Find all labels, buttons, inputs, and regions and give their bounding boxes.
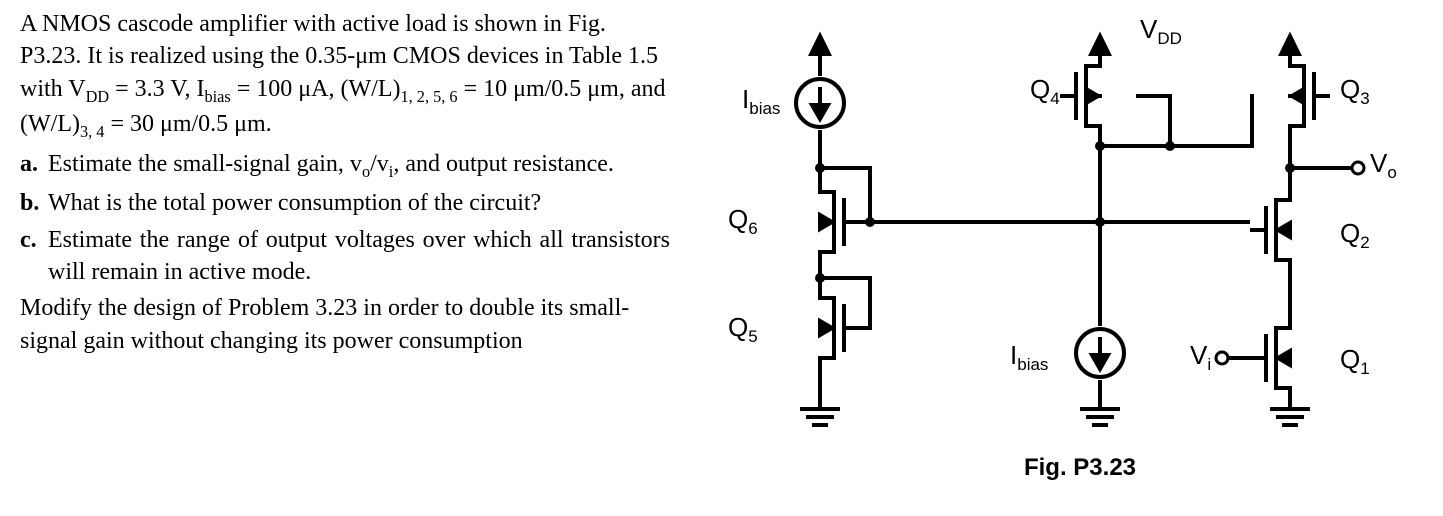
transistor-Q2 — [1252, 200, 1290, 260]
label: Q2 — [1340, 218, 1370, 252]
label: Q6 — [728, 204, 758, 238]
page-root: A NMOS cascode amplifier with active loa… — [0, 0, 1443, 490]
label: Q1 — [1340, 344, 1370, 378]
question-list: a.Estimate the small-signal gain, vo/vi,… — [20, 148, 670, 288]
label: Q4 — [1030, 74, 1060, 108]
question-item: a.Estimate the small-signal gain, vo/vi,… — [20, 148, 670, 183]
question-body: What is the total power consumption of t… — [48, 187, 670, 219]
question-item: b.What is the total power consumption of… — [20, 187, 670, 219]
label: Q5 — [728, 312, 758, 346]
label: Vo — [1370, 148, 1397, 182]
transistor-Q1 — [1252, 328, 1290, 388]
problem-text: A NMOS cascode amplifier with active loa… — [20, 8, 670, 482]
transistor-Q3 — [1290, 66, 1328, 126]
question-body: Estimate the range of output voltages ov… — [48, 224, 670, 289]
label: Q3 — [1340, 74, 1370, 108]
label: Vi — [1190, 340, 1211, 374]
label: Ibias — [1010, 340, 1048, 374]
circuit-diagram: VDD Ibias Ibias Q1 Q2 Q3 Q4 Q5 Q6 Vo Vi — [700, 8, 1400, 448]
question-label: a. — [20, 148, 48, 183]
label: Ibias — [742, 84, 780, 118]
label: VDD — [1140, 14, 1182, 48]
current-source-Ibias_left — [796, 79, 844, 127]
tail-paragraph: Modify the design of Problem 3.23 in ord… — [20, 292, 670, 357]
question-body: Estimate the small-signal gain, vo/vi, a… — [48, 148, 670, 183]
figure-column: VDD Ibias Ibias Q1 Q2 Q3 Q4 Q5 Q6 Vo Vi Fig. P3.23 — [700, 8, 1400, 482]
transistor-Q6 — [820, 192, 858, 252]
transistor-Q4 — [1062, 66, 1100, 126]
figure-caption: Fig. P3.23 — [760, 454, 1400, 482]
question-item: c.Estimate the range of output voltages … — [20, 224, 670, 289]
transistor-Q5 — [820, 298, 858, 358]
intro-paragraph: A NMOS cascode amplifier with active loa… — [20, 8, 670, 142]
current-source-Ibias_mid — [1076, 329, 1124, 377]
question-label: c. — [20, 224, 48, 289]
question-label: b. — [20, 187, 48, 219]
